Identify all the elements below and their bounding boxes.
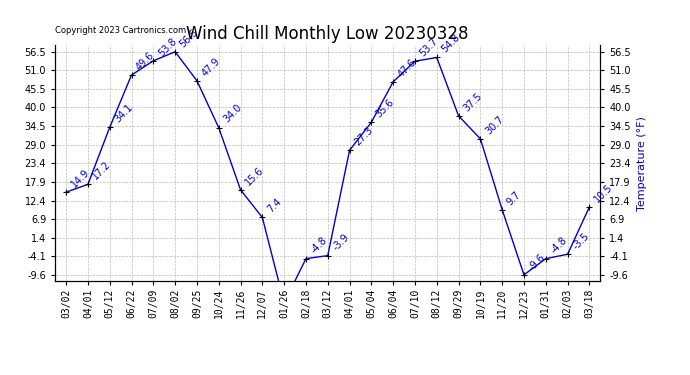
- Text: 37.5: 37.5: [462, 91, 484, 113]
- Title: Wind Chill Monthly Low 20230328: Wind Chill Monthly Low 20230328: [186, 26, 469, 44]
- Text: 34.0: 34.0: [221, 103, 244, 125]
- Text: 56.5: 56.5: [178, 27, 200, 49]
- Text: -4.8: -4.8: [308, 236, 329, 256]
- Text: 53.8: 53.8: [156, 36, 179, 58]
- Text: 15.6: 15.6: [244, 165, 266, 187]
- Text: 54.8: 54.8: [440, 32, 462, 55]
- Text: -3.9: -3.9: [331, 232, 351, 253]
- Text: 49.6: 49.6: [135, 50, 157, 72]
- Text: 7.4: 7.4: [265, 197, 283, 214]
- Y-axis label: Temperature (°F): Temperature (°F): [636, 116, 647, 211]
- Text: -4.8: -4.8: [549, 236, 569, 256]
- Text: 53.7: 53.7: [417, 36, 440, 58]
- Text: 47.6: 47.6: [396, 57, 418, 79]
- Text: 9.7: 9.7: [505, 189, 523, 207]
- Text: -3.5: -3.5: [571, 231, 591, 252]
- Text: 10.5: 10.5: [592, 182, 615, 204]
- Text: 47.9: 47.9: [199, 56, 222, 78]
- Text: 35.6: 35.6: [374, 97, 397, 120]
- Text: 17.2: 17.2: [90, 159, 113, 182]
- Text: -17.9: -17.9: [0, 374, 1, 375]
- Text: 14.9: 14.9: [69, 167, 91, 189]
- Text: 30.7: 30.7: [483, 114, 506, 136]
- Text: Copyright 2023 Cartronics.com: Copyright 2023 Cartronics.com: [55, 26, 186, 35]
- Text: 34.1: 34.1: [112, 102, 135, 125]
- Text: -9.6: -9.6: [526, 252, 547, 272]
- Text: 27.3: 27.3: [353, 125, 375, 147]
